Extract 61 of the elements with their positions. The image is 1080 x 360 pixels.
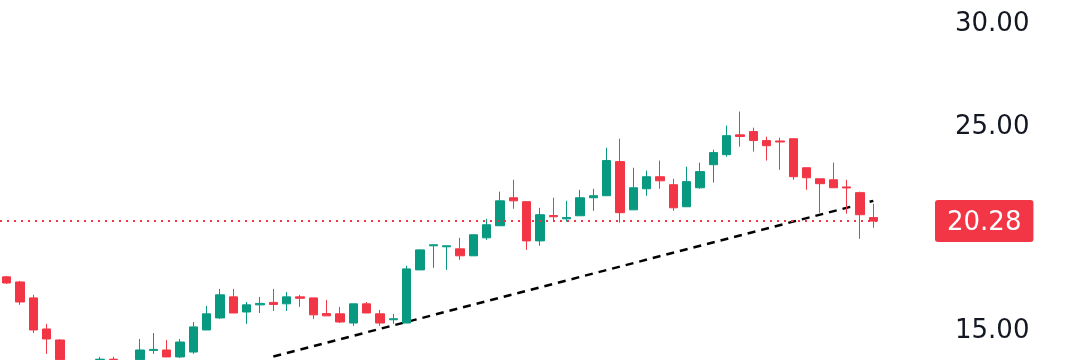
- candlestick: [189, 321, 198, 355]
- candlestick: [309, 297, 318, 320]
- candlestick: [735, 111, 745, 148]
- candlestick: [55, 338, 65, 360]
- candlestick: [642, 170, 651, 197]
- candlestick: [202, 305, 211, 331]
- candlestick: [15, 280, 25, 306]
- candlestick: [269, 288, 278, 312]
- candlestick: [429, 244, 438, 269]
- candlestick: [535, 207, 545, 247]
- candlestick: [482, 218, 491, 241]
- candlestick: [775, 137, 785, 171]
- candlestick: [695, 162, 705, 190]
- candlestick: [175, 338, 185, 359]
- candlestick: [762, 136, 771, 162]
- candlestick: [389, 313, 398, 325]
- candlestick: [842, 179, 851, 215]
- candlestick: [149, 332, 158, 355]
- candlestick: [242, 301, 251, 325]
- candlestick: [362, 301, 371, 314]
- candlestick: [602, 147, 611, 197]
- candlestick: [42, 323, 51, 355]
- candlestick: [335, 306, 345, 324]
- candlestick: [789, 138, 798, 181]
- candlestick: [402, 265, 411, 324]
- candlestick: [655, 160, 665, 190]
- candlestick: [415, 248, 425, 271]
- ref-line-label: 20.28: [947, 206, 1022, 237]
- candlestick: [162, 339, 171, 358]
- candlestick: [255, 296, 265, 314]
- candlestick: [282, 291, 291, 312]
- candlestick: [495, 191, 505, 227]
- candlestick: [349, 303, 358, 327]
- y-tick-label: 15.00: [955, 313, 1030, 344]
- candlestick: [215, 288, 225, 320]
- y-tick-label: 30.00: [955, 7, 1030, 38]
- y-tick-label: 25.00: [955, 109, 1030, 140]
- candlestick: [322, 299, 331, 317]
- candlestick: [375, 309, 385, 327]
- candlestick: [562, 200, 571, 223]
- candlestick: [109, 356, 118, 360]
- candlestick: [802, 167, 811, 191]
- candlestick: [509, 179, 518, 210]
- candlestick: [455, 237, 465, 261]
- candlestick: [815, 178, 825, 214]
- candlestick: [575, 189, 585, 217]
- candlestick: [629, 167, 638, 211]
- candlestick: [229, 288, 238, 314]
- candlestick: [749, 127, 758, 153]
- candlestick: [2, 275, 11, 285]
- candlestick: [295, 294, 305, 308]
- candlestick: [29, 294, 38, 334]
- candlestick: [442, 245, 451, 271]
- candlestick: [829, 162, 838, 189]
- candlestick: [135, 338, 145, 360]
- candlestick: [589, 188, 598, 212]
- candlestick: [722, 125, 731, 158]
- candlestick: [669, 178, 678, 212]
- candlestick: [709, 149, 718, 184]
- candlestick: [682, 166, 691, 208]
- candlestick: [469, 234, 478, 257]
